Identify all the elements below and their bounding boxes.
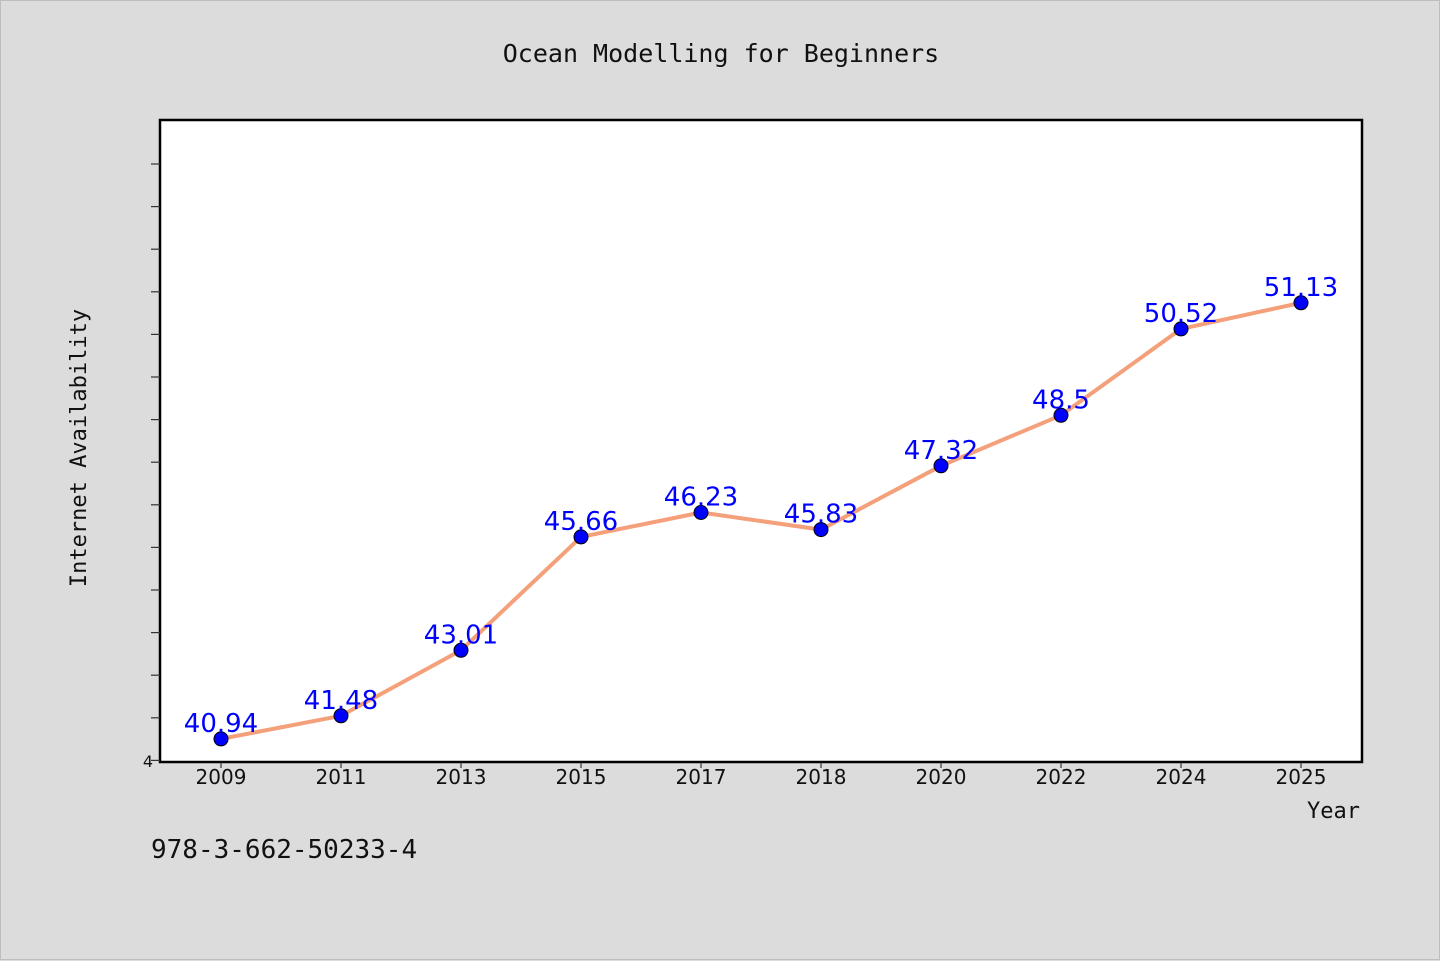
- x-tick-label: 2011: [316, 765, 367, 789]
- data-label: 43.01: [424, 620, 498, 650]
- data-points: [213, 295, 1309, 747]
- data-point: [213, 731, 229, 747]
- y-tick-label: 4: [143, 752, 153, 771]
- data-label: 41.48: [304, 686, 378, 716]
- x-tick-label: 2009: [196, 765, 247, 789]
- y-axis-label: Internet Availability: [67, 309, 92, 587]
- plot-area: [158, 118, 1364, 764]
- data-point: [573, 529, 589, 545]
- x-tick-label: 2017: [676, 765, 727, 789]
- data-label: 40.94: [184, 709, 258, 739]
- y-axis-ticks: [151, 163, 160, 762]
- data-label: 48.5: [1032, 385, 1090, 415]
- data-point: [933, 458, 949, 474]
- data-point: [1173, 321, 1189, 337]
- data-point: [453, 642, 469, 658]
- data-label: 45.66: [544, 507, 618, 537]
- data-label: 51.13: [1264, 273, 1338, 303]
- data-point: [333, 708, 349, 724]
- data-point: [1293, 295, 1309, 311]
- series-line: [220, 300, 1302, 741]
- x-tick-label: 2022: [1036, 765, 1087, 789]
- x-tick-label: 2020: [916, 765, 967, 789]
- x-axis-label: Year: [1307, 799, 1360, 824]
- data-point: [813, 522, 829, 538]
- chart-title: Ocean Modelling for Beginners: [503, 39, 940, 68]
- x-axis: 2009 2011 2013 2015 2017 2018 2020 2022 2024 2025: [196, 762, 1327, 789]
- data-point: [1053, 407, 1069, 423]
- isbn-text: 978-3-662-50233-4: [151, 835, 418, 865]
- x-tick-label: 2018: [796, 765, 847, 789]
- data-label: 46.23: [664, 483, 738, 513]
- data-point: [693, 505, 709, 520]
- x-tick-label: 2015: [556, 765, 607, 789]
- x-tick-label: 2024: [1156, 765, 1207, 789]
- data-label: 47.32: [904, 436, 978, 466]
- data-labels: 40.94 41.48 43.01 45.66 46.23 45.83 47.32 48.5 5…: [184, 273, 1338, 739]
- x-tick-label: 2013: [436, 765, 487, 789]
- x-tick-label: 2025: [1276, 765, 1327, 789]
- data-label: 50.52: [1144, 299, 1218, 329]
- data-label: 45.83: [784, 500, 858, 530]
